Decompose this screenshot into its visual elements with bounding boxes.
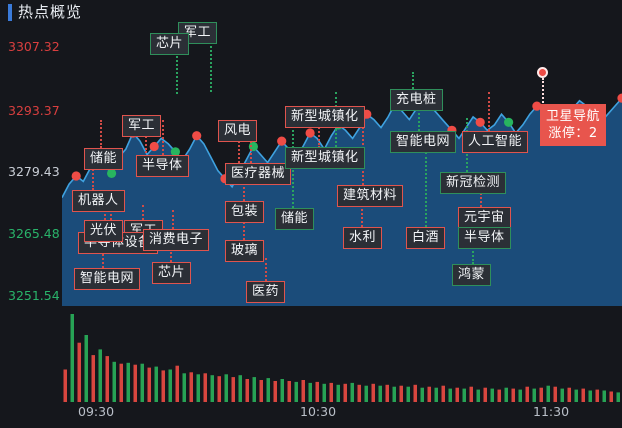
x-axis-tick: 11:30: [533, 404, 570, 419]
tag-leader-line: [92, 150, 96, 190]
hotspot-tag[interactable]: 半导体: [458, 227, 511, 249]
tooltip-leader-line: [542, 78, 546, 106]
hotspot-tag[interactable]: 消费电子: [143, 229, 210, 251]
y-axis-tick: 3293.37: [8, 103, 60, 118]
hotspot-tag[interactable]: 风电: [218, 120, 258, 142]
panel-header: 热点概览: [0, 0, 622, 26]
hotspot-tag[interactable]: 医药: [246, 281, 286, 303]
hotspot-tag[interactable]: 智能电网: [74, 268, 141, 290]
tag-leader-line: [238, 138, 242, 170]
hotspot-tag[interactable]: 充电桩: [390, 89, 443, 111]
tag-leader-line: [243, 215, 247, 240]
tag-leader-line: [250, 138, 254, 163]
tag-leader-line: [412, 72, 416, 89]
hotspot-tag[interactable]: 水利: [343, 227, 383, 249]
header-accent-bar: [8, 4, 12, 21]
hotspot-tag[interactable]: 新型城镇化: [285, 106, 365, 128]
tag-leader-line: [102, 250, 106, 268]
hotspot-tooltip[interactable]: 卫星导航 涨停：2: [540, 104, 607, 146]
tag-leader-line: [480, 188, 484, 207]
hotspot-tag[interactable]: 新冠检测: [440, 172, 507, 194]
hotspot-tag[interactable]: 智能电网: [390, 131, 457, 153]
hotspot-tag[interactable]: 储能: [84, 148, 124, 170]
tag-leader-line: [145, 133, 149, 153]
tag-leader-line: [425, 152, 429, 227]
volume-chart: [62, 306, 622, 402]
hotspot-tag[interactable]: 储能: [275, 208, 315, 230]
tag-leader-line: [318, 124, 322, 148]
tag-leader-line: [104, 205, 108, 220]
volume-chart-svg: [63, 314, 620, 402]
hotspot-tag[interactable]: 医疗器械: [225, 163, 292, 185]
tag-leader-line: [488, 92, 492, 131]
tooltip-title: 卫星导航: [546, 109, 601, 124]
hotspot-tag[interactable]: 芯片: [152, 262, 192, 284]
tag-leader-line: [210, 42, 214, 92]
y-axis-tick: 3251.54: [8, 288, 60, 303]
y-axis-tick: 3279.43: [8, 164, 60, 179]
hotspot-tag[interactable]: 包装: [225, 201, 265, 223]
hotspot-tag[interactable]: 光伏: [84, 220, 124, 242]
hotspot-tag[interactable]: 新型城镇化: [285, 147, 365, 169]
hotspot-tag[interactable]: 芯片: [150, 33, 190, 55]
page-title: 热点概览: [18, 3, 83, 21]
tag-leader-line: [172, 210, 176, 229]
tag-leader-line: [361, 204, 365, 227]
tag-leader-line: [265, 258, 269, 281]
tag-leader-line: [162, 120, 166, 155]
x-axis-tick: 10:30: [300, 404, 337, 419]
tag-leader-line: [418, 108, 422, 131]
y-axis-tick: 3265.48: [8, 226, 60, 241]
hotspot-tag[interactable]: 鸿蒙: [452, 264, 492, 286]
tag-leader-line: [176, 52, 180, 94]
hotspot-tag[interactable]: 元宇宙: [458, 207, 511, 229]
tooltip-anchor-dot: [537, 67, 548, 78]
x-axis-tick: 09:30: [78, 404, 115, 419]
hotspot-tag[interactable]: 人工智能: [462, 131, 529, 153]
hotspot-tag[interactable]: 机器人: [72, 190, 125, 212]
tag-leader-line: [472, 240, 476, 264]
hotspot-tag[interactable]: 半导体: [136, 155, 189, 177]
tag-leader-line: [100, 120, 104, 148]
hotspot-tag[interactable]: 玻璃: [225, 240, 265, 262]
tag-leader-line: [142, 205, 146, 220]
y-axis-tick: 3307.32: [8, 39, 60, 54]
tag-leader-line: [170, 240, 174, 262]
tooltip-detail: 涨停：2: [548, 126, 598, 141]
tag-leader-line: [243, 178, 247, 201]
hotspot-tag[interactable]: 建筑材料: [337, 185, 404, 207]
hotspot-tag[interactable]: 军工: [122, 115, 162, 137]
hotspot-tag[interactable]: 白酒: [406, 227, 446, 249]
